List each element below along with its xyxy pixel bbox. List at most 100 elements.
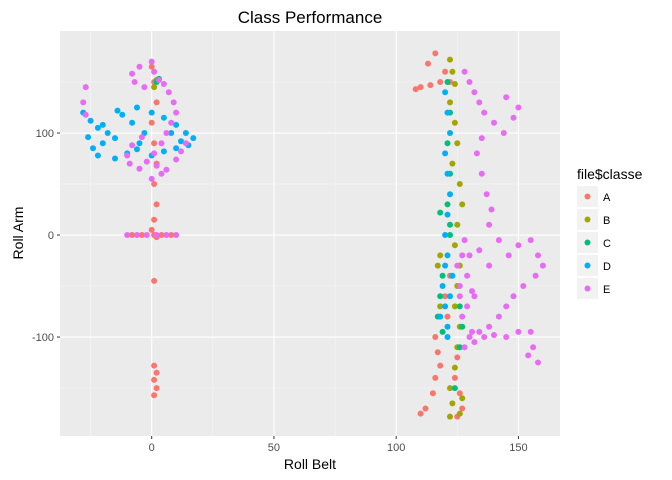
data-point-E <box>503 334 510 340</box>
data-point-A <box>153 369 160 376</box>
data-point-A <box>442 293 449 300</box>
data-point-E <box>156 77 162 83</box>
data-point-E <box>168 119 175 126</box>
legend-label-A: A <box>603 192 611 204</box>
data-point-E <box>471 293 478 300</box>
data-point-E <box>82 111 89 118</box>
data-point-E <box>535 252 541 259</box>
data-point-B <box>434 262 441 269</box>
data-point-E <box>469 328 475 335</box>
data-point-C <box>447 232 453 238</box>
data-point-C <box>439 328 446 335</box>
data-point-E <box>539 262 546 269</box>
data-point-D <box>444 211 451 218</box>
data-point-E <box>148 58 155 65</box>
data-point-E <box>131 79 138 85</box>
chart-title: Class Performance <box>238 8 383 27</box>
x-tick-label: 50 <box>268 442 280 454</box>
data-point-A <box>412 86 419 93</box>
data-point-C <box>437 209 444 216</box>
data-point-D <box>444 323 451 330</box>
data-point-E <box>488 206 495 213</box>
data-point-B <box>456 410 463 417</box>
data-point-E <box>481 334 488 340</box>
data-point-E <box>153 162 160 169</box>
y-tick-label: 100 <box>36 128 54 140</box>
data-point-E <box>136 63 143 70</box>
data-point-D <box>85 134 92 141</box>
data-point-B <box>447 56 453 63</box>
data-point-D <box>104 130 111 136</box>
data-point-E <box>486 221 493 228</box>
data-point-A <box>158 232 165 238</box>
data-point-E <box>515 104 522 111</box>
data-point-A <box>432 50 439 57</box>
data-point-E <box>456 283 463 289</box>
data-point-B <box>451 303 458 310</box>
data-point-C <box>456 344 463 351</box>
data-point-A <box>425 60 431 67</box>
data-point-D <box>134 146 140 153</box>
data-point-D <box>442 303 449 310</box>
data-point-E <box>466 334 473 340</box>
data-point-A <box>153 99 160 106</box>
data-point-E <box>486 323 493 330</box>
y-tick-label: -100 <box>32 332 54 344</box>
data-point-A <box>442 68 449 75</box>
data-points <box>80 50 546 420</box>
data-point-D <box>182 130 189 136</box>
data-point-A <box>151 376 158 383</box>
data-point-B <box>451 364 458 371</box>
legend-label-B: B <box>603 215 610 227</box>
data-point-A <box>148 63 155 70</box>
data-point-B <box>454 221 461 228</box>
data-point-D <box>447 191 453 198</box>
data-point-D <box>190 135 197 142</box>
data-point-D <box>136 140 143 147</box>
data-point-E <box>476 99 483 106</box>
data-point-B <box>447 385 453 392</box>
data-point-A <box>437 79 444 85</box>
data-point-A <box>451 374 458 381</box>
data-point-E <box>459 252 466 259</box>
data-point-A <box>151 362 158 369</box>
data-point-E <box>471 89 478 96</box>
data-point-D <box>112 135 118 142</box>
legend-key-point-A <box>584 193 591 200</box>
data-point-B <box>449 160 456 167</box>
data-point-B <box>447 413 453 420</box>
data-point-E <box>503 303 510 310</box>
data-point-D <box>442 232 449 238</box>
data-point-E <box>478 135 485 142</box>
data-point-A <box>153 201 160 208</box>
data-point-E <box>173 232 180 238</box>
data-point-B <box>449 68 456 75</box>
data-point-D <box>134 104 140 111</box>
data-point-E <box>141 84 148 91</box>
data-point-A <box>417 84 424 91</box>
data-point-E <box>178 148 184 155</box>
data-point-E <box>459 313 466 320</box>
data-point-E <box>510 293 517 300</box>
data-point-D <box>90 145 96 152</box>
data-point-E <box>481 109 488 116</box>
data-point-E <box>163 166 170 173</box>
data-point-A <box>151 216 158 223</box>
data-point-E <box>491 119 497 126</box>
data-point-D <box>173 121 180 128</box>
data-point-D <box>114 107 121 114</box>
data-point-B <box>447 99 453 106</box>
data-point-D <box>112 155 118 162</box>
data-point-E <box>153 232 160 238</box>
data-point-D <box>94 124 101 131</box>
data-point-E <box>527 328 534 335</box>
x-axis-ticks: 0 50 100 150 <box>149 436 528 454</box>
data-point-E <box>163 130 170 136</box>
data-point-A <box>151 277 158 284</box>
legend-title: file$classe <box>577 166 643 182</box>
data-point-E <box>495 237 502 244</box>
data-point-E <box>136 165 143 172</box>
data-point-E <box>173 109 180 116</box>
data-point-E <box>520 283 527 289</box>
